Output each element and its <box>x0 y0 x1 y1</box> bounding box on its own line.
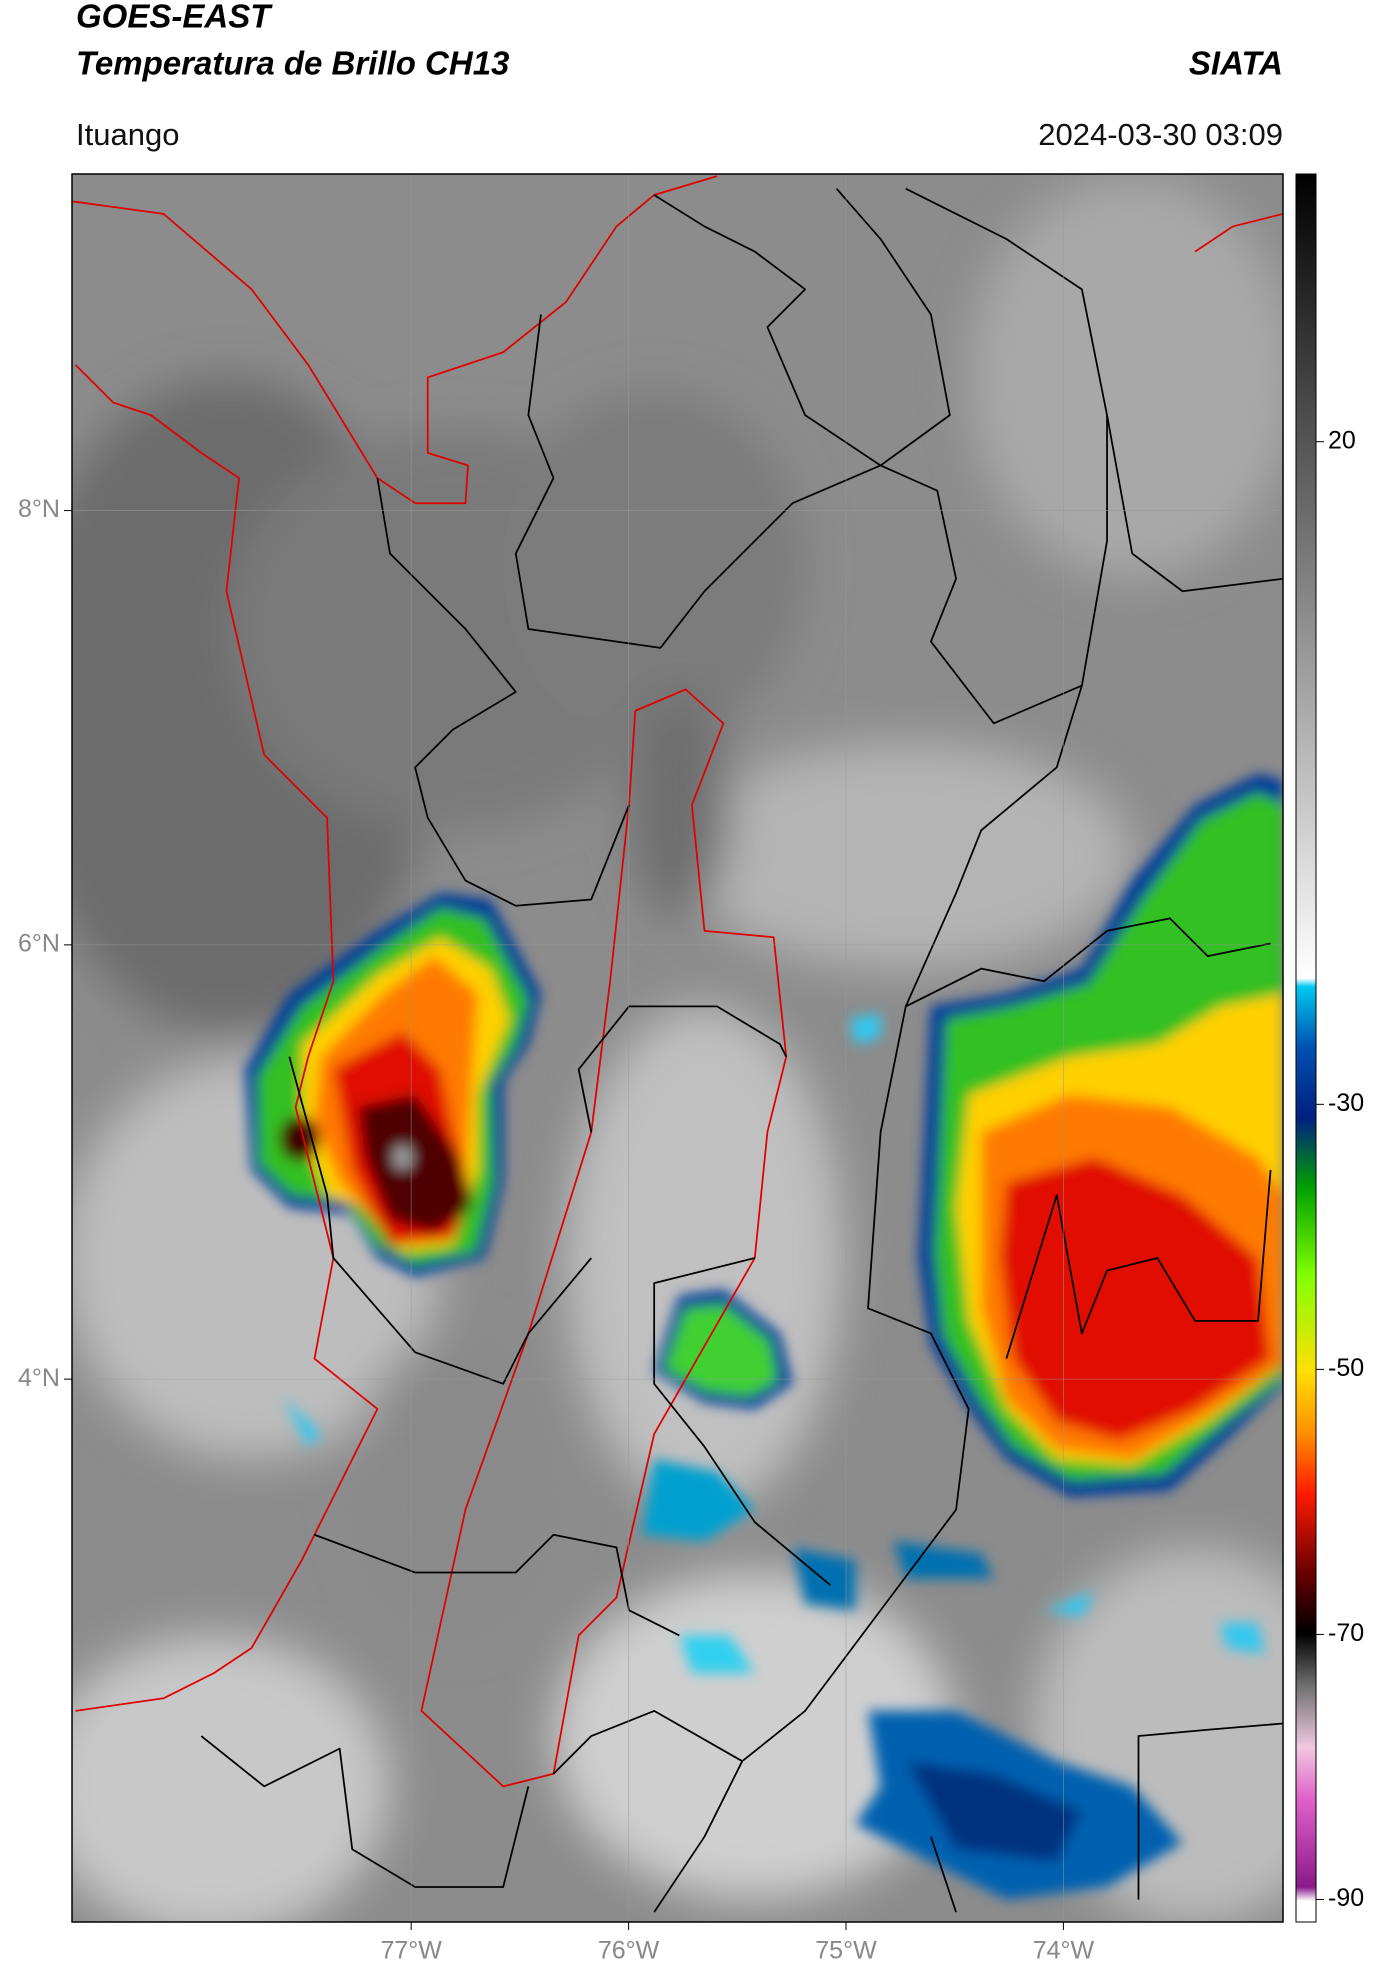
x-tick-label: 76°W <box>598 1937 660 1965</box>
subtitle: Temperatura de Brillo CH13 <box>76 45 509 82</box>
colorbar-tick-label: -90 <box>1328 1884 1364 1912</box>
datetime: 2024-03-30 03:09 <box>1038 117 1283 152</box>
map-imagery <box>72 174 1283 1922</box>
grid <box>72 174 1283 1922</box>
x-tick-label: 77°W <box>380 1937 442 1965</box>
colorbar <box>1295 173 1317 1923</box>
x-tick-label: 74°W <box>1033 1937 1095 1965</box>
colorbar-tick-label: -50 <box>1328 1354 1364 1382</box>
y-tick-label: 8°N <box>18 495 60 523</box>
x-tick-label: 75°W <box>815 1937 877 1965</box>
location: Ituango <box>76 117 179 152</box>
colorbar-tick-label: -70 <box>1328 1619 1364 1647</box>
colorbar-tick-label: 20 <box>1328 426 1356 454</box>
map-frame <box>71 173 1284 1923</box>
y-tick-label: 6°N <box>18 929 60 957</box>
colorbar-tick-label: -30 <box>1328 1089 1364 1117</box>
title: GOES-EAST <box>76 0 273 35</box>
y-tick-label: 4°N <box>18 1364 60 1392</box>
source: SIATA <box>1189 45 1283 82</box>
